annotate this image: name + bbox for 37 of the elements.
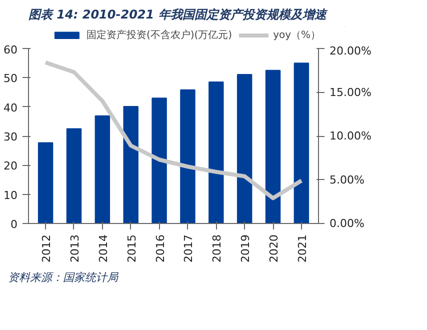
- y2-tick-label: 0.00%: [330, 217, 364, 230]
- y-tick-label: 10: [4, 188, 18, 202]
- x-tick-label: 2013: [68, 234, 82, 262]
- legend-label: 固定资产投资(不含农户)(万亿元): [86, 28, 232, 42]
- y-tick-label: 20: [4, 160, 18, 173]
- chart-title: 图表 14: 2010-2021 年我国固定资产投资规模及增速: [28, 8, 328, 22]
- bar: [94, 115, 110, 224]
- x-tick-label: 2021: [296, 234, 309, 262]
- line-series: [44, 60, 304, 200]
- x-tick-label: 2014: [96, 234, 110, 262]
- bar: [152, 98, 167, 224]
- bar: [236, 74, 252, 224]
- bar: [265, 70, 281, 224]
- y2-tick-label: 20.00%: [330, 44, 372, 58]
- y-tick-label: 30: [4, 130, 18, 144]
- bar: [38, 142, 54, 224]
- y2-tick-label: 10.00%: [330, 130, 372, 142]
- x-tick-label: 2012: [40, 234, 54, 262]
- bar: [208, 82, 224, 224]
- x-tick-label: 2020: [268, 234, 281, 262]
- bar: [123, 106, 138, 224]
- bar: [66, 128, 82, 224]
- y-tick-label: 50: [4, 72, 18, 86]
- y-tick-label: 60: [4, 44, 18, 56]
- y2-tick-label: 5.00%: [330, 173, 364, 186]
- x-tick-label: 2016: [154, 234, 167, 262]
- y2-tick-label: 15.00%: [330, 86, 372, 99]
- text: 资料来源：国家统计局: [8, 270, 118, 286]
- y-tick-label: 0: [10, 218, 18, 231]
- x-tick-label: 2018: [210, 234, 224, 262]
- bar: [180, 89, 196, 224]
- x-tick-label: 2015: [125, 234, 138, 262]
- bar: [294, 62, 310, 224]
- y-tick-label: 40: [4, 101, 18, 114]
- legend-label: yoy（%）: [273, 29, 321, 42]
- x-tick-label: 2019: [239, 234, 252, 262]
- x-tick-label: 2017: [182, 234, 196, 262]
